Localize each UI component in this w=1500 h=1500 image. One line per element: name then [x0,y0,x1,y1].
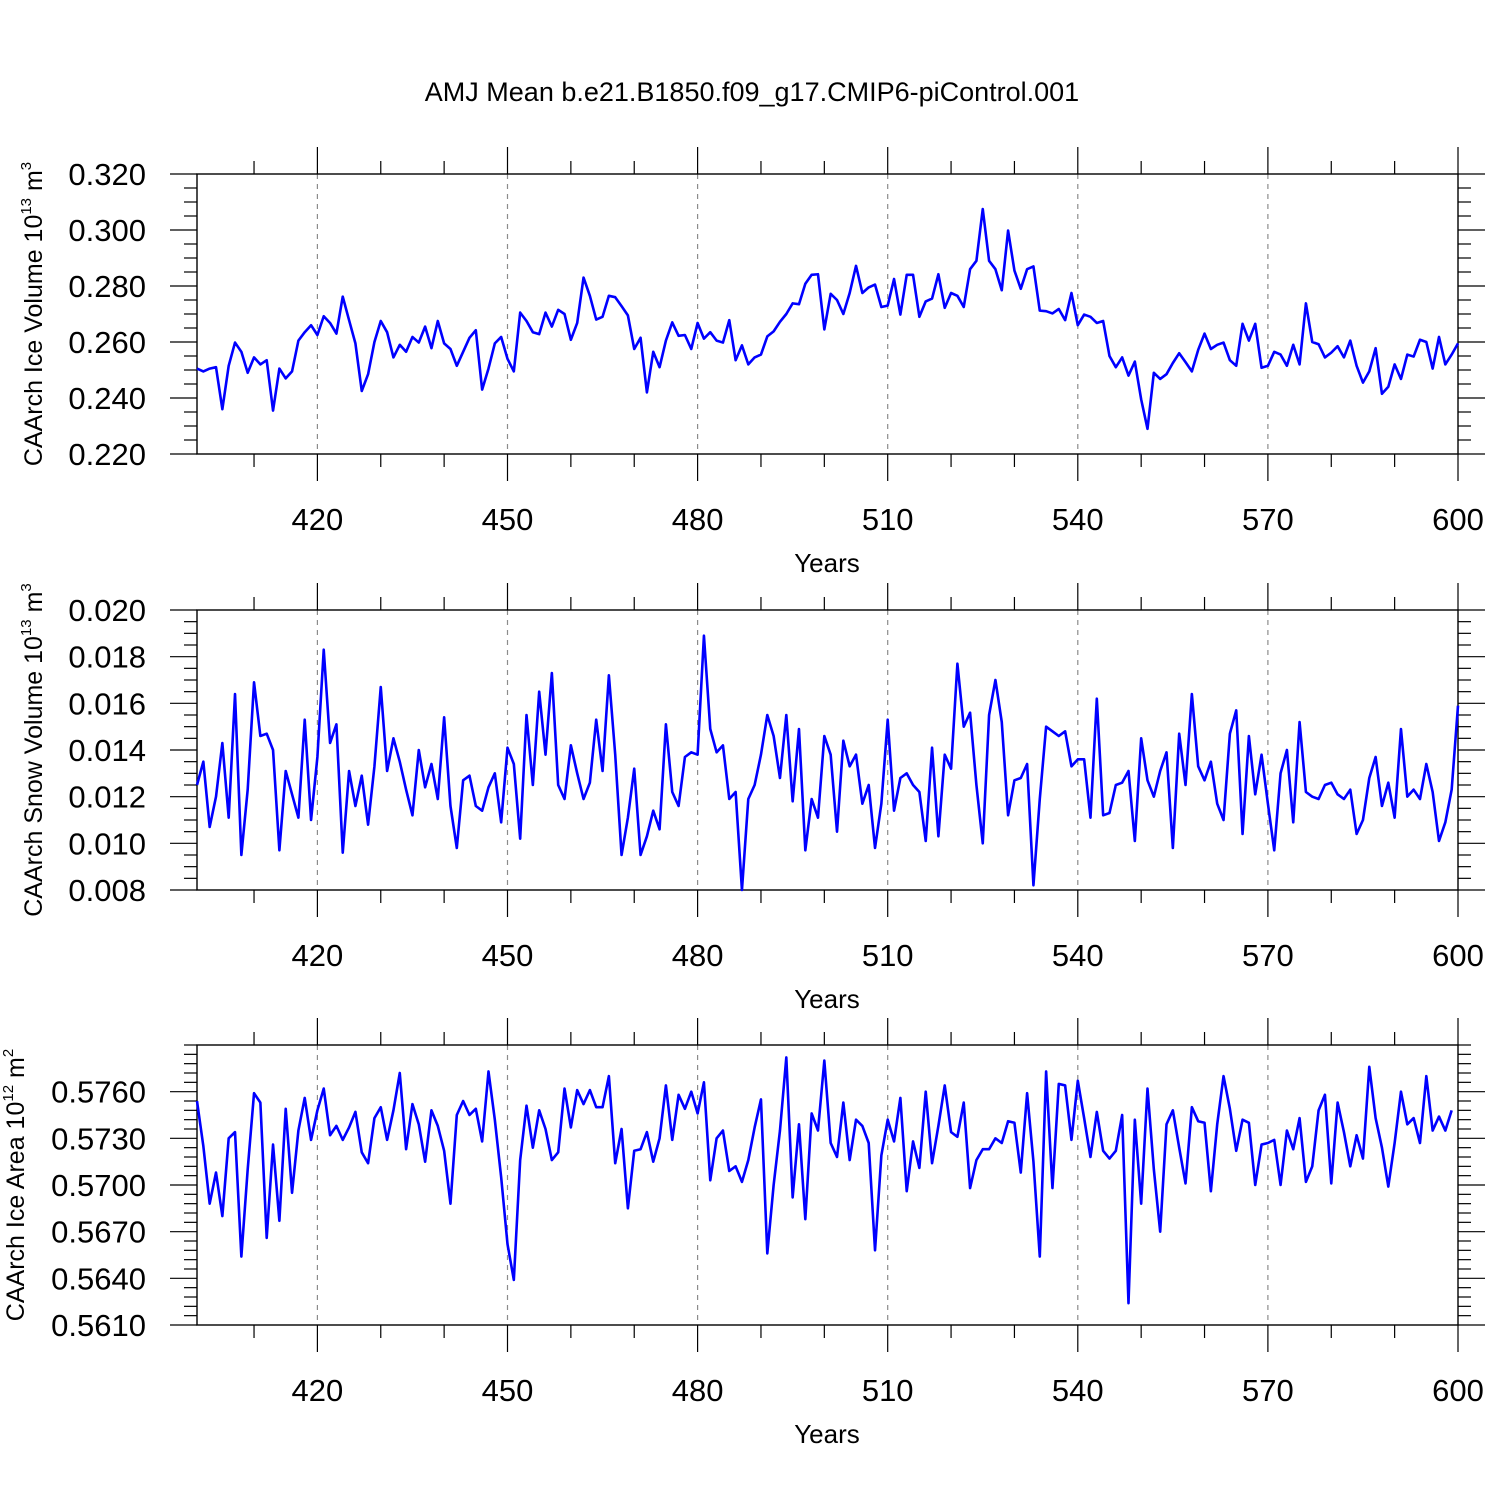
y-axis-label-main: CAArch Ice Area 10 [2,1102,30,1322]
x-tick-label: 480 [672,938,724,973]
panel-1: 420 450 480 510 540 570 600 0.220 0.240 0.260 0.28… [18,147,1485,578]
y-tick-label: 0.5670 [51,1215,146,1250]
x-tick-label: 570 [1242,938,1294,973]
x-tick-label: 450 [482,1373,534,1408]
x-axis-label: Years [794,984,860,1014]
x-tick-label: 600 [1432,938,1484,973]
y-axis-label: CAArch Ice Volume 1013 m3 [18,162,48,466]
y-axis-label-unit-exponent: 3 [18,162,35,170]
series-line [196,207,1460,431]
y-axis-label-main: CAArch Snow Volume 10 [20,636,48,917]
y-tick-label: 0.020 [68,593,146,628]
y-axis-label-exponent: 12 [0,1085,17,1102]
x-tick-label: 420 [292,938,344,973]
x-tick-label: 540 [1052,502,1104,537]
series-line [195,634,1460,892]
y-tick-label: 0.5760 [51,1075,146,1110]
y-tick-label: 0.5640 [51,1261,146,1296]
x-tick-label: 510 [862,1373,914,1408]
x-tick-label: 450 [482,502,534,537]
x-tick-label: 600 [1432,1373,1484,1408]
y-tick-label: 0.010 [68,826,146,861]
y-axis-label-unit-exponent: 2 [0,1049,17,1057]
y-tick-label: 0.008 [68,873,146,908]
y-axis-label-exponent: 13 [18,198,35,215]
y-tick-label: 0.5700 [51,1168,146,1203]
y-axis-label-unit: m [20,170,48,198]
x-tick-label: 570 [1242,1373,1294,1408]
x-tick-label: 540 [1052,1373,1104,1408]
y-tick-label: 0.260 [68,325,146,360]
y-tick-label: 0.240 [68,381,146,416]
y-axis-label-unit: m [2,1057,30,1085]
x-tick-label: 420 [292,1373,344,1408]
y-tick-label: 0.280 [68,269,146,304]
y-tick-label: 0.014 [68,733,146,768]
x-tick-label: 600 [1432,502,1484,537]
y-tick-label: 0.300 [68,213,146,248]
y-tick-label: 0.016 [68,686,146,721]
y-axis-label: CAArch Snow Volume 1013 m3 [18,583,48,917]
panel-2: 420 450 480 510 540 570 600 0.008 0.010 0.012 0.01… [18,583,1485,1014]
x-tick-label: 570 [1242,502,1294,537]
panels: 420 450 480 510 540 570 600 0.220 0.240 0.260 0.28… [0,147,1485,1449]
y-tick-label: 0.220 [68,437,146,472]
y-axis-label-unit: m [20,592,48,620]
series-line [195,1056,1453,1305]
y-tick-label: 0.5730 [51,1121,146,1156]
figure-title: AMJ Mean b.e21.B1850.f09_g17.CMIP6-piCon… [425,77,1079,107]
y-axis-label: CAArch Ice Area 1012 m2 [0,1049,30,1321]
y-tick-label: 0.012 [68,780,146,815]
x-tick-label: 450 [482,938,534,973]
x-tick-label: 510 [862,938,914,973]
x-axis-label: Years [794,548,860,578]
x-tick-label: 480 [672,502,724,537]
panel-3: 420 450 480 510 540 570 600 0.5610 0.5640 0.5670 0… [0,1018,1485,1449]
y-tick-label: 0.018 [68,640,146,675]
x-tick-label: 420 [292,502,344,537]
y-tick-label: 0.5610 [51,1308,146,1343]
x-tick-label: 540 [1052,938,1104,973]
x-axis-label: Years [794,1419,860,1449]
x-tick-label: 480 [672,1373,724,1408]
y-axis-label-exponent: 13 [18,619,35,636]
y-axis-label-unit-exponent: 3 [18,583,35,591]
y-axis-label-main: CAArch Ice Volume 10 [20,215,48,467]
y-tick-label: 0.320 [68,157,146,192]
x-tick-label: 510 [862,502,914,537]
